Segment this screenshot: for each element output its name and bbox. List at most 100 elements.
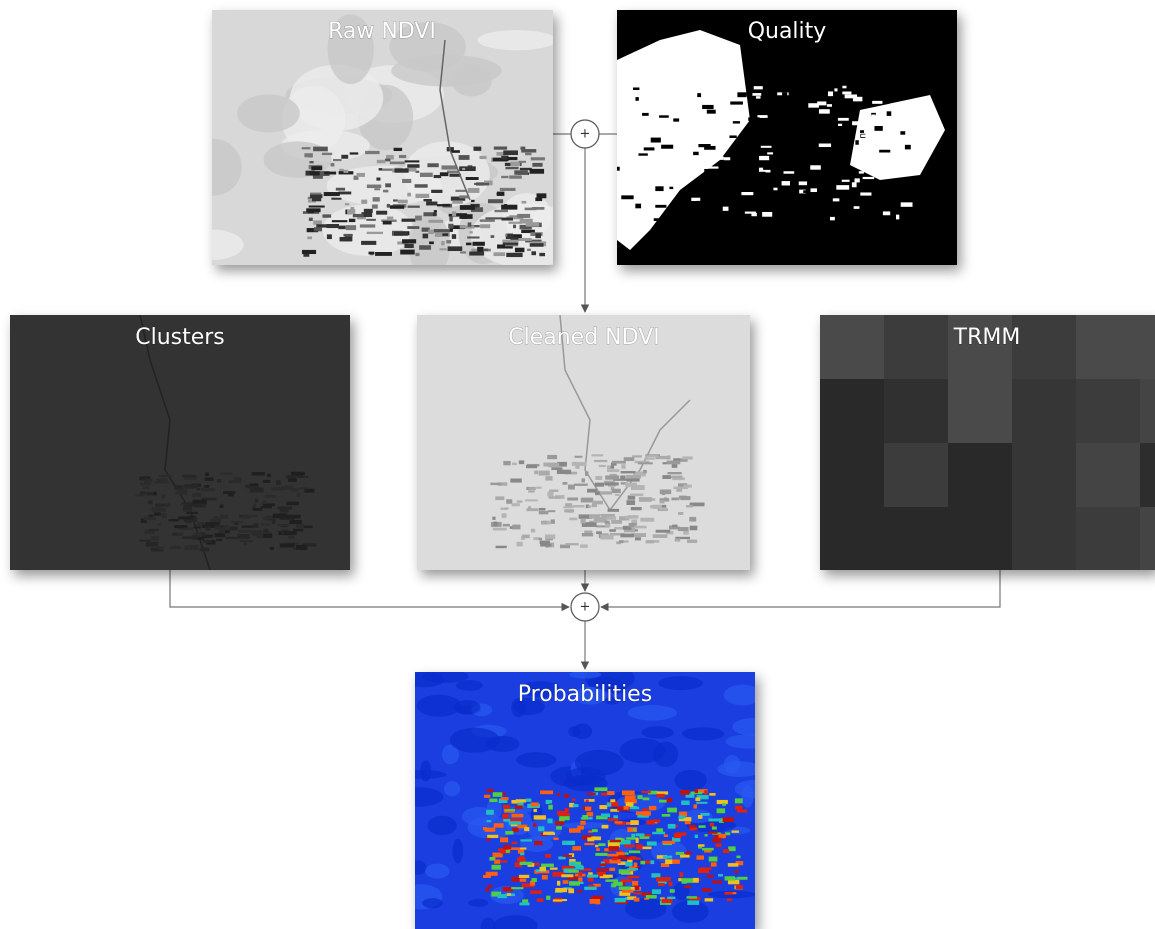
texture xyxy=(442,233,448,235)
texture xyxy=(512,842,518,844)
texture xyxy=(632,881,638,886)
texture xyxy=(607,465,611,469)
texture xyxy=(520,862,533,865)
texture xyxy=(771,179,779,182)
texture xyxy=(197,488,200,490)
texture xyxy=(644,147,655,150)
texture xyxy=(632,455,642,457)
texture xyxy=(250,487,264,492)
texture xyxy=(493,528,507,531)
texture xyxy=(180,230,243,261)
texture xyxy=(459,166,476,171)
texture xyxy=(183,505,192,510)
texture xyxy=(655,186,663,191)
texture xyxy=(182,475,195,477)
texture xyxy=(192,493,201,497)
texture xyxy=(735,780,775,798)
texture xyxy=(600,876,610,878)
texture xyxy=(287,515,301,519)
texture xyxy=(854,206,860,209)
texture xyxy=(566,543,579,545)
texture xyxy=(543,832,555,835)
texture xyxy=(669,476,682,479)
texture xyxy=(657,794,665,798)
texture xyxy=(525,153,531,155)
texture xyxy=(178,516,193,519)
texture xyxy=(546,896,550,900)
texture xyxy=(428,220,443,223)
texture xyxy=(309,161,313,163)
texture xyxy=(698,844,705,846)
texture xyxy=(1012,443,1076,507)
texture xyxy=(852,182,857,187)
texture xyxy=(717,800,728,804)
texture xyxy=(505,809,515,811)
texture xyxy=(360,224,375,227)
panel-label: Cleaned NDVI xyxy=(508,325,659,350)
texture xyxy=(842,180,850,182)
texture xyxy=(433,213,437,216)
texture xyxy=(507,157,518,160)
texture xyxy=(400,250,414,255)
texture xyxy=(420,173,433,177)
texture xyxy=(700,175,711,177)
texture xyxy=(585,471,589,476)
texture xyxy=(522,201,527,204)
texture xyxy=(630,493,643,496)
texture xyxy=(151,536,159,541)
texture xyxy=(682,878,693,883)
texture xyxy=(633,87,639,90)
texture xyxy=(505,831,513,835)
texture xyxy=(819,143,831,147)
quality-image xyxy=(607,10,957,265)
texture xyxy=(548,510,555,512)
texture xyxy=(685,821,691,824)
texture xyxy=(732,830,739,832)
texture xyxy=(280,508,289,512)
texture xyxy=(638,153,647,155)
texture xyxy=(494,252,506,256)
texture xyxy=(446,240,451,243)
texture xyxy=(948,443,1012,507)
texture xyxy=(505,507,509,509)
texture xyxy=(698,847,702,849)
texture xyxy=(625,516,631,519)
texture xyxy=(226,537,238,539)
texture xyxy=(1076,443,1140,507)
texture xyxy=(162,495,166,499)
texture xyxy=(361,241,376,245)
texture xyxy=(724,892,732,895)
texture xyxy=(375,252,392,256)
texture xyxy=(581,498,593,503)
texture xyxy=(452,211,456,216)
texture xyxy=(635,204,641,209)
texture xyxy=(605,482,619,485)
texture xyxy=(622,791,635,796)
texture xyxy=(620,534,634,538)
texture xyxy=(253,508,263,511)
texture xyxy=(656,530,671,533)
texture xyxy=(448,246,463,251)
texture xyxy=(631,507,642,510)
texture xyxy=(883,211,890,215)
texture xyxy=(164,503,169,506)
texture xyxy=(372,204,378,208)
texture xyxy=(595,483,604,487)
texture xyxy=(568,485,575,490)
texture xyxy=(884,507,948,571)
texture xyxy=(602,825,609,829)
texture xyxy=(582,533,593,536)
texture xyxy=(607,791,614,795)
texture xyxy=(670,889,675,893)
texture xyxy=(526,508,538,511)
texture xyxy=(361,200,367,204)
texture xyxy=(678,512,683,515)
texture xyxy=(1012,315,1076,379)
texture xyxy=(819,206,825,209)
texture xyxy=(595,845,598,848)
texture xyxy=(820,507,884,571)
texture xyxy=(427,816,456,835)
texture xyxy=(680,790,689,795)
texture xyxy=(530,890,541,893)
texture xyxy=(289,520,302,524)
